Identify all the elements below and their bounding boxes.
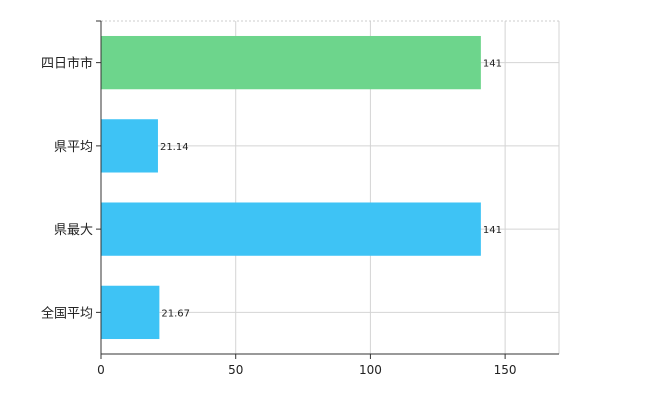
category-label: 県平均 xyxy=(54,140,93,155)
category-label: 県最大 xyxy=(54,223,93,238)
bar-value-label: 21.14 xyxy=(160,142,189,153)
bar-value-label: 141 xyxy=(483,59,502,70)
bar xyxy=(101,285,160,340)
x-tick-label: 150 xyxy=(494,363,517,377)
axes-layer xyxy=(96,20,559,359)
category-label: 全国平均 xyxy=(41,305,93,321)
bar xyxy=(101,119,158,173)
bars-layer xyxy=(101,35,481,340)
x-tick-label: 100 xyxy=(359,363,382,377)
category-label: 四日市市 xyxy=(41,56,93,72)
x-tick-label: 0 xyxy=(97,363,105,377)
bar xyxy=(101,202,481,256)
bar-value-label: 141 xyxy=(483,225,502,236)
bar xyxy=(101,35,481,90)
bar-value-label: 21.67 xyxy=(161,308,190,319)
x-tick-label: 50 xyxy=(228,363,243,377)
